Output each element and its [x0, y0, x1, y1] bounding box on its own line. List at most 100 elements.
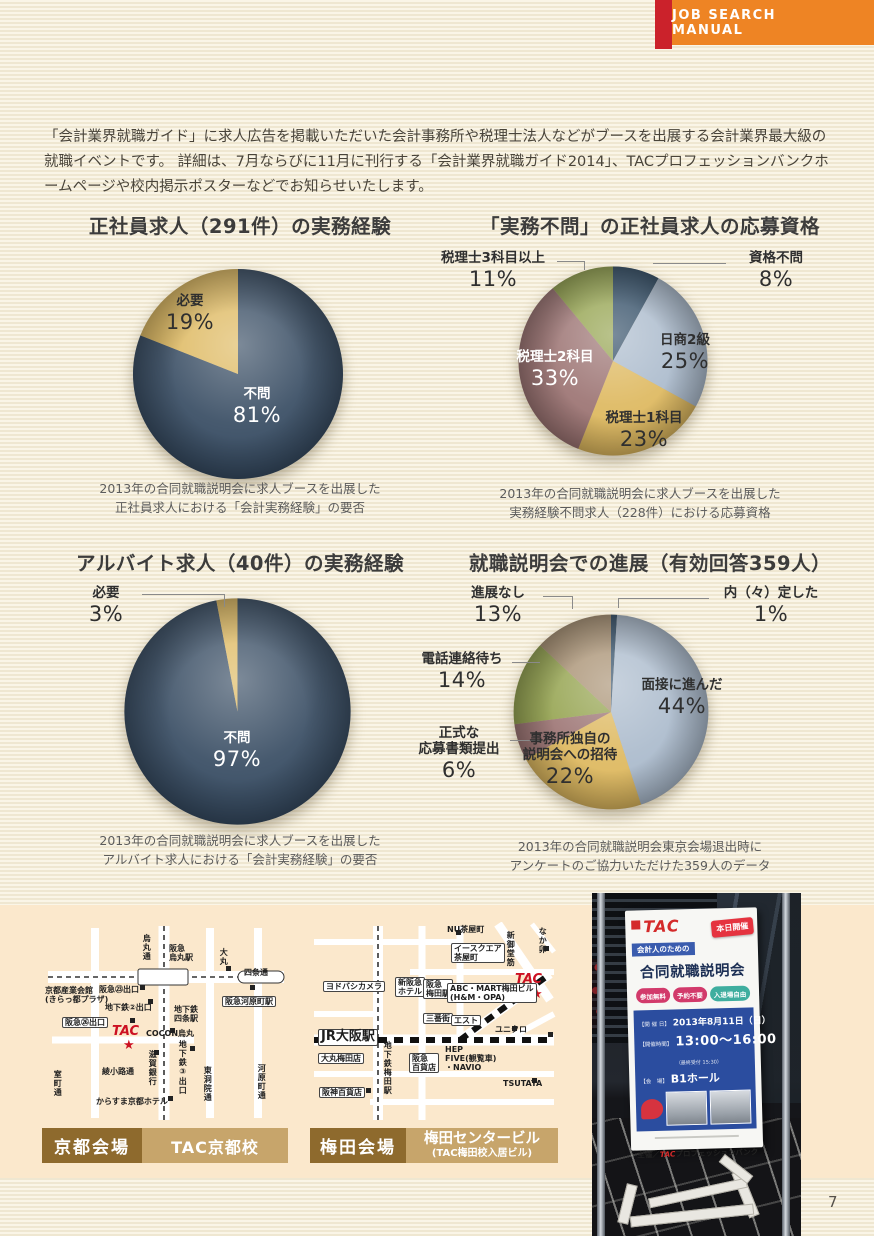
- map-label: エスト: [451, 1015, 481, 1027]
- map-label: 四条通: [244, 968, 268, 977]
- map-label: JR大阪駅: [318, 1029, 378, 1046]
- sign-info-panel: 【開 催 日】 2013年8月11日（日） 【開催時間】 13:00〜16:00…: [633, 1007, 777, 1132]
- header-banner: JOB SEARCH MANUAL: [672, 0, 874, 45]
- pie-chart-fulltime-experience: [132, 269, 343, 480]
- map-label: イースクエア 茶屋町: [451, 943, 505, 964]
- map-label: 地下鉄②出口: [105, 1003, 152, 1012]
- leader-line: [584, 261, 585, 270]
- pill-free-entry: 入退場自由: [709, 985, 751, 1002]
- map-label: 阪急 梅田駅: [423, 979, 453, 1000]
- pie-chart-progress: [513, 614, 709, 810]
- kyoto-map: 烏丸通 阪急 烏丸駅 大丸 四条通 阪急河原町駅 京都産業会館 (きらっ都プラザ) 阪急㉓出…: [42, 922, 288, 1122]
- event-signboard-photo: TAC 本日開催 会計人のための 合同就職説明会 参加無料 予約不要 入退場自由…: [592, 893, 801, 1236]
- slice-label-zeirishi2: 税理士2科目 33%: [516, 349, 594, 391]
- map-label: 新阪急 ホテル: [395, 977, 425, 998]
- leader-line: [618, 598, 709, 599]
- leader-line: [572, 596, 573, 609]
- kyoto-map-roads: [48, 926, 285, 1120]
- map-label: 阪急㉖出口: [62, 1017, 108, 1029]
- map-label: 滋賀銀行: [148, 1050, 158, 1086]
- slice-label-naitei: 内（々）定した 1%: [723, 585, 819, 627]
- signboard-header: TAC 本日開催: [631, 914, 755, 938]
- map-label: ヨドバシカメラ: [323, 981, 385, 993]
- info-key-venue: 【会 場】: [640, 1078, 668, 1086]
- sign-stand: [617, 1153, 772, 1232]
- info-value-time: 13:00〜16:00: [675, 1031, 777, 1050]
- tac-logo-mark: [631, 920, 641, 930]
- chart3-caption: 2013年の合同就職説明会に求人ブースを出展した アルバイト求人における「会計実…: [99, 833, 381, 868]
- chart1-title: 正社員求人（291件）の実務経験: [88, 215, 392, 238]
- sign-photo-strip: [640, 1089, 752, 1127]
- umeda-venue-band: 梅田会場 梅田センタービル (TAC梅田校入居ビル): [310, 1128, 558, 1163]
- map-label: 阪急 烏丸駅: [169, 944, 193, 963]
- map-label: 綾小路通: [102, 1067, 134, 1076]
- map-label: NU茶屋町: [447, 925, 485, 934]
- map-label: COCON烏丸: [146, 1029, 195, 1038]
- map-label: HEP FIVE(観覧車) ・NAVIO: [445, 1045, 497, 1073]
- pill-free: 参加無料: [635, 987, 671, 1004]
- sign-title: 合同就職説明会: [639, 962, 746, 982]
- slice-label-nissho2: 日商2級 25%: [660, 332, 710, 374]
- map-label: ★: [123, 1038, 135, 1053]
- umeda-map: NU茶屋町 イースクエア 茶屋町 新御堂筋 なか卯 TAC ★ ヨドバシカメラ 新阪急 ホテル…: [310, 922, 558, 1122]
- map-label: からすま京都ホテル: [96, 1097, 168, 1106]
- chart2-title: 「実務不問」の正社員求人の応募資格: [479, 215, 820, 238]
- map-label: 阪急㉓出口: [99, 985, 139, 994]
- leader-line: [618, 598, 619, 608]
- chart3-title: アルバイト求人（40件）の実務経験: [76, 552, 404, 575]
- sign-tagline: 会計人のための: [631, 941, 695, 957]
- leader-line: [653, 263, 726, 264]
- chart4-caption: 2013年の合同就職説明会東京会場退出時に アンケートのご協力いただけた359人…: [509, 839, 771, 874]
- info-time-note: （最終受付 15:30）: [675, 1059, 722, 1067]
- right-pole: [782, 893, 790, 1236]
- intro-paragraph: 「会計業界就職ガイド」に求人広告を掲載いただいた会計事務所や税理士法人などがブー…: [44, 128, 829, 195]
- slice-label-zeirishi3: 税理士3科目以上 11%: [441, 250, 545, 292]
- header-title: JOB SEARCH MANUAL: [672, 7, 777, 38]
- map-label: 阪急 百貨店: [409, 1053, 439, 1074]
- header-red-accent: [655, 0, 672, 49]
- leader-line: [510, 740, 540, 741]
- map-label: ★: [531, 987, 543, 1002]
- slice-label-shikakufumon: 資格不問 8%: [749, 250, 803, 292]
- pie-chart-parttime-experience: [124, 598, 351, 825]
- umeda-venue-cell: 梅田会場: [310, 1128, 406, 1163]
- slice-label-fumon-pt: 不問 97%: [212, 730, 262, 772]
- map-label: 新御堂筋: [506, 931, 516, 967]
- leader-line: [142, 594, 224, 595]
- map-label: 地下鉄梅田駅: [383, 1041, 393, 1095]
- leader-line: [512, 662, 540, 663]
- left-pole: [597, 893, 605, 1236]
- slice-label-mensetsu: 面接に進んだ 44%: [641, 677, 723, 719]
- slice-label-jimusho: 事務所独自の 説明会への招待 22%: [522, 731, 618, 789]
- slice-label-shintennashi: 進展なし 13%: [471, 585, 525, 627]
- map-label: 河原町通: [257, 1064, 267, 1100]
- chart4-title: 就職説明会での進展（有効回答359人）: [468, 552, 832, 575]
- event-photo-thumb: [665, 1090, 708, 1126]
- slice-label-zeirishi1: 税理士1科目 23%: [605, 410, 683, 452]
- map-label: 地下鉄③出口: [178, 1040, 188, 1095]
- leader-line: [557, 261, 584, 262]
- map-label: 大丸梅田店: [318, 1053, 364, 1065]
- map-label: ユニクロ: [495, 1025, 527, 1034]
- chart1-caption: 2013年の合同就職説明会に求人ブースを出展した 正社員求人における「会計実務経…: [99, 481, 381, 516]
- info-key-time: 【開催時間】: [639, 1041, 673, 1049]
- page-number: 7: [828, 1193, 838, 1211]
- footer-divider: [654, 1134, 739, 1140]
- chart2-caption: 2013年の合同就職説明会に求人ブースを出展した 実務経験不問求人（228件）に…: [499, 486, 781, 521]
- info-key-date: 【開 催 日】: [638, 1021, 670, 1029]
- info-value-venue: B1ホール: [670, 1071, 721, 1086]
- signboard: TAC 本日開催 会計人のための 合同就職説明会 参加無料 予約不要 入退場自由…: [624, 907, 777, 1160]
- speech-bubble: [640, 1098, 664, 1120]
- map-label: TAC: [112, 1024, 140, 1039]
- map-label: 阪急河原町駅: [222, 996, 276, 1008]
- pill-no-reservation: 予約不要: [672, 986, 708, 1003]
- info-value-date: 2013年8月11日（日）: [672, 1015, 771, 1029]
- slice-label-seishiki: 正式な 応募書類提出 6%: [418, 725, 500, 783]
- map-label: TSUTAYA: [503, 1079, 543, 1088]
- map-label: 京都産業会館 (きらっ都プラザ): [45, 986, 109, 1005]
- umeda-building-cell: 梅田センタービル (TAC梅田校入居ビル): [406, 1128, 558, 1163]
- kyoto-venue-band: 京都会場 TAC京都校: [42, 1128, 288, 1163]
- kyoto-venue-cell: 京都会場: [42, 1128, 142, 1163]
- map-label: 三番街: [423, 1013, 453, 1025]
